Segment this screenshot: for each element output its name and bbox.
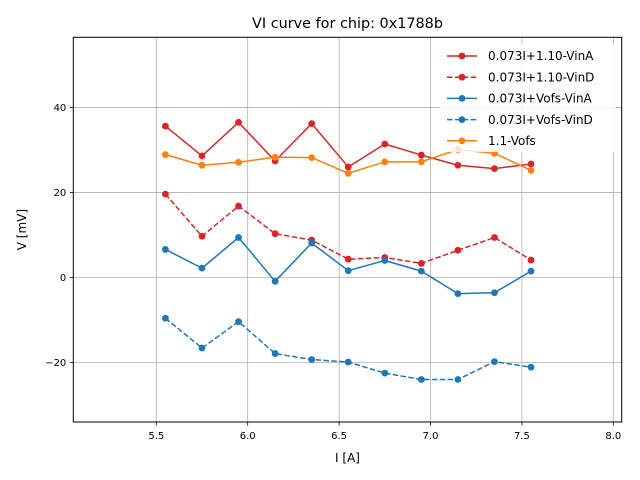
legend-label: 0.073I+Vofs-VinD: [488, 113, 593, 127]
data-point: [271, 350, 279, 357]
series-3: [162, 314, 535, 383]
x-axis-label: I [A]: [335, 451, 360, 465]
x-tick-label: 7.0: [423, 431, 439, 442]
y-axis-ticks: −20 0 20 40: [45, 103, 74, 369]
x-tick-label: 6.5: [331, 431, 347, 442]
data-point: [381, 140, 389, 148]
data-point: [271, 153, 279, 161]
data-point: [235, 234, 242, 241]
y-axis-label: V [mV]: [15, 209, 29, 250]
data-point: [308, 154, 316, 161]
data-point: [162, 314, 169, 322]
data-point: [198, 344, 206, 352]
data-point: [198, 161, 206, 169]
data-point: [198, 264, 206, 272]
data-point: [527, 267, 535, 275]
legend-marker: [458, 137, 466, 145]
data-point: [527, 363, 535, 371]
legend-entry: 0.073I+1.10-VinD: [447, 70, 594, 84]
legend: 0.073I+1.10-VinA 0.073I+1.10-VinD 0.073I+V…: [440, 44, 616, 152]
legend-marker: [458, 95, 466, 102]
series-2: [162, 234, 535, 298]
legend-entry: 0.073I+Vofs-VinA: [447, 92, 593, 106]
series-0: [162, 118, 535, 173]
data-point: [491, 289, 498, 297]
y-tick-label: −20: [45, 358, 66, 369]
data-point: [162, 151, 169, 159]
data-point: [527, 166, 535, 174]
legend-entry: 0.073I+Vofs-VinD: [447, 113, 593, 127]
data-point: [162, 122, 169, 130]
legend-label: 0.073I+1.10-VinD: [488, 70, 594, 84]
y-tick-label: 20: [54, 188, 67, 199]
y-tick-label: 40: [54, 103, 67, 114]
data-point: [235, 202, 242, 210]
x-tick-label: 5.5: [148, 431, 164, 442]
data-point: [308, 239, 316, 247]
legend-marker: [458, 52, 466, 60]
data-point: [417, 158, 425, 166]
data-point: [454, 376, 462, 383]
data-point: [527, 256, 535, 264]
x-tick-label: 7.5: [514, 431, 530, 442]
series-line: [164, 193, 532, 265]
legend-label: 0.073I+Vofs-VinA: [488, 92, 593, 106]
legend-label: 0.073I+1.10-VinA: [488, 49, 594, 63]
y-tick-label: 0: [60, 273, 66, 284]
x-axis-ticks: 5.5 6.0 6.5 7.0 7.5 8.0: [148, 422, 621, 442]
data-point: [235, 318, 242, 326]
data-point: [491, 234, 498, 241]
legend-entry: 1.1-Vofs: [447, 134, 536, 148]
data-point: [271, 230, 279, 238]
data-point: [344, 169, 352, 177]
data-point: [344, 358, 352, 366]
data-point: [491, 358, 498, 366]
x-tick-label: 8.0: [605, 431, 621, 442]
data-point: [162, 246, 169, 253]
data-point: [235, 118, 242, 126]
data-point: [417, 260, 425, 267]
data-point: [491, 165, 498, 173]
legend-marker: [458, 116, 466, 123]
data-point: [527, 160, 535, 168]
chart-title: VI curve for chip: 0x1788b: [252, 16, 443, 32]
data-point: [454, 246, 462, 254]
data-point: [381, 369, 389, 377]
data-point: [344, 267, 352, 275]
data-point: [162, 190, 169, 198]
data-point: [417, 151, 425, 159]
data-point: [198, 232, 206, 240]
data-point: [308, 356, 316, 363]
plot-frame: [72, 36, 623, 423]
data-point: [454, 161, 462, 169]
data-point: [344, 255, 352, 263]
legend-entry: 0.073I+1.10-VinA: [447, 49, 594, 63]
x-tick-label: 6.0: [240, 431, 256, 442]
data-point: [235, 158, 242, 166]
data-point: [271, 277, 279, 285]
legend-label: 1.1-Vofs: [488, 134, 536, 148]
data-point: [417, 376, 425, 383]
data-point: [308, 120, 316, 127]
legend-marker: [458, 73, 466, 81]
data-point: [417, 267, 425, 275]
data-point: [198, 152, 206, 160]
data-point: [381, 158, 389, 166]
data-point: [381, 257, 389, 264]
data-point: [454, 290, 462, 298]
data-point: [344, 163, 352, 171]
